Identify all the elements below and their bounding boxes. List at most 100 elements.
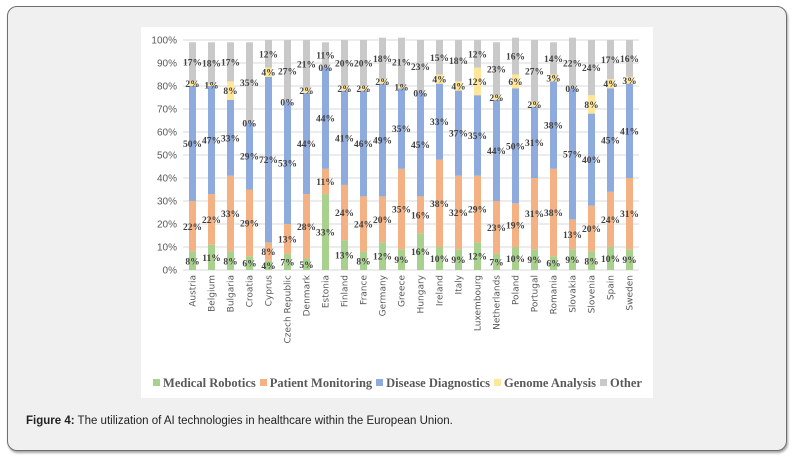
data-label: 9%	[451, 256, 465, 266]
bar-segment-genome-analysis	[189, 81, 196, 86]
data-label: 17%	[221, 58, 240, 68]
bar-segment-patient-monitoring	[607, 191, 614, 247]
bar-segment-patient-monitoring	[512, 203, 519, 247]
legend-swatch	[259, 379, 267, 386]
data-label: 2%	[185, 80, 199, 90]
data-label: 8%	[223, 87, 237, 97]
data-label: 3%	[622, 77, 636, 87]
y-tick-label: 10%	[157, 243, 177, 254]
bar-segment-other	[455, 40, 462, 82]
data-label: 2%	[356, 85, 370, 95]
data-label: 10%	[506, 255, 525, 265]
bar-segment-genome-analysis	[303, 88, 310, 93]
data-label: 19%	[506, 222, 525, 232]
x-tick-label: Portugal	[531, 275, 541, 312]
bar-segment-genome-analysis	[265, 67, 272, 77]
x-tick-label: Finland	[341, 275, 351, 307]
bar-segment-other	[360, 40, 367, 86]
bar-segment-disease-diagnostics	[341, 90, 348, 185]
data-label: 20%	[582, 225, 601, 235]
data-label: 22%	[183, 223, 202, 233]
bar-segment-genome-analysis	[474, 67, 481, 96]
data-label: 24%	[582, 64, 601, 74]
bar-segment-genome-analysis	[227, 81, 234, 100]
bar-segment-patient-monitoring	[531, 178, 538, 250]
legend-item: Patient Monitoring	[259, 376, 373, 391]
bar-segment-disease-diagnostics	[227, 99, 234, 176]
bar-segment-disease-diagnostics	[512, 88, 519, 204]
data-label: 4%	[451, 83, 465, 93]
data-label: 37%	[449, 130, 468, 140]
data-label: 35%	[468, 132, 487, 142]
bar-segment-medical-robotics	[303, 258, 310, 270]
data-label: 0%	[242, 119, 256, 129]
legend-swatch	[153, 379, 161, 386]
bar-segment-disease-diagnostics	[569, 88, 576, 220]
bar-segment-disease-diagnostics	[303, 92, 310, 195]
bar-segment-medical-robotics	[341, 240, 348, 270]
caption-label: Figure 4:	[26, 415, 75, 427]
bar-segment-medical-robotics	[208, 244, 215, 270]
bar-segment-genome-analysis	[341, 86, 348, 91]
data-label: 11%	[316, 178, 334, 188]
data-label: 4%	[603, 80, 617, 90]
data-label: 33%	[316, 229, 335, 239]
bar-segment-medical-robotics	[512, 247, 519, 270]
bar-segment-other	[512, 37, 519, 75]
chart-legend: Medical Robotics Patient Monitoring Diseas…	[145, 376, 650, 391]
bar-segment-medical-robotics	[246, 256, 253, 270]
data-label: 9%	[394, 256, 408, 266]
x-tick-label: Germany	[379, 274, 389, 316]
data-label: 12%	[468, 253, 487, 263]
data-label: 41%	[620, 127, 639, 137]
bar-segment-medical-robotics	[189, 251, 196, 270]
data-label: 12%	[468, 78, 487, 88]
data-label: 31%	[525, 210, 544, 220]
legend-swatch	[376, 379, 384, 386]
bar-segment-disease-diagnostics	[398, 88, 405, 169]
data-label: 2%	[337, 85, 351, 95]
bar-segment-patient-monitoring	[379, 196, 386, 243]
data-label: 1%	[204, 81, 218, 91]
data-label: 9%	[565, 256, 579, 266]
bar-segment-disease-diagnostics	[474, 95, 481, 176]
gridlines	[183, 39, 639, 271]
bar-segment-patient-monitoring	[493, 201, 500, 254]
data-label: 21%	[392, 58, 411, 68]
bar-segment-other	[550, 42, 557, 75]
bar-segment-medical-robotics	[265, 260, 272, 270]
data-label: 22%	[563, 60, 582, 70]
bar-segment-other	[607, 40, 614, 80]
legend-label: Patient Monitoring	[269, 376, 373, 390]
bar-segment-disease-diagnostics	[360, 90, 367, 197]
bar-segment-genome-analysis	[531, 102, 538, 107]
x-tick-label: Cyprus	[265, 275, 275, 307]
legend-label: Medical Robotics	[163, 376, 256, 390]
bar-segment-other	[398, 37, 405, 86]
data-label: 16%	[411, 248, 430, 258]
data-label: 4%	[261, 69, 275, 79]
bar-segment-genome-analysis	[626, 76, 633, 84]
legend-label: Disease Diagnostics	[386, 376, 490, 390]
data-label: 35%	[392, 206, 411, 216]
x-tick-label: Slovenia	[588, 275, 598, 313]
data-label: 5%	[299, 261, 313, 271]
chart-panel	[141, 27, 653, 398]
data-label: 8%	[584, 101, 598, 111]
y-tick-label: 100%	[151, 36, 177, 47]
data-label: 2%	[527, 101, 541, 111]
bar-segment-disease-diagnostics	[208, 86, 215, 195]
bar-segment-patient-monitoring	[341, 184, 348, 241]
bar-segment-other	[189, 42, 196, 82]
x-axis: Austria Belgium Bulgaria Croatia Cyprus Czech…	[189, 274, 636, 343]
y-tick-label: 30%	[157, 197, 177, 208]
data-label: 33%	[221, 210, 240, 220]
bar-segment-medical-robotics	[227, 251, 234, 270]
data-label: 12%	[259, 50, 278, 60]
bar-segment-disease-diagnostics	[322, 67, 329, 169]
data-label: 49%	[373, 137, 392, 147]
data-label: 12%	[468, 50, 487, 60]
bar-segment-other	[303, 40, 310, 89]
data-label: 38%	[544, 122, 563, 132]
